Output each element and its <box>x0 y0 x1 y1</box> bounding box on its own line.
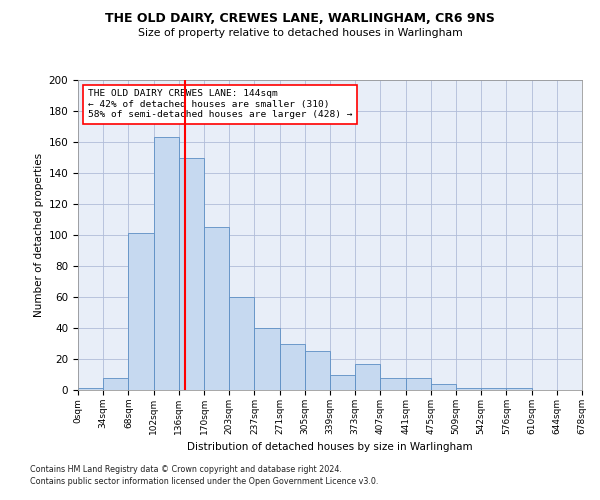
Bar <box>355 364 380 390</box>
Text: Size of property relative to detached houses in Warlingham: Size of property relative to detached ho… <box>137 28 463 38</box>
Bar <box>330 374 355 390</box>
Text: Contains HM Land Registry data © Crown copyright and database right 2024.: Contains HM Land Registry data © Crown c… <box>30 466 342 474</box>
Bar <box>280 344 305 390</box>
Bar <box>456 388 481 390</box>
Bar <box>481 388 506 390</box>
Text: Contains public sector information licensed under the Open Government Licence v3: Contains public sector information licen… <box>30 476 379 486</box>
Bar <box>506 388 532 390</box>
Y-axis label: Number of detached properties: Number of detached properties <box>34 153 44 317</box>
Bar <box>204 227 229 390</box>
Bar <box>103 378 128 390</box>
Bar <box>305 351 330 390</box>
Bar <box>431 384 456 390</box>
Bar <box>154 138 179 390</box>
Bar <box>179 158 204 390</box>
Bar <box>78 388 103 390</box>
Bar <box>380 378 406 390</box>
Bar <box>229 297 254 390</box>
Text: THE OLD DAIRY CREWES LANE: 144sqm
← 42% of detached houses are smaller (310)
58%: THE OLD DAIRY CREWES LANE: 144sqm ← 42% … <box>88 90 353 119</box>
Bar <box>254 328 280 390</box>
Text: Distribution of detached houses by size in Warlingham: Distribution of detached houses by size … <box>187 442 473 452</box>
Bar <box>406 378 431 390</box>
Text: THE OLD DAIRY, CREWES LANE, WARLINGHAM, CR6 9NS: THE OLD DAIRY, CREWES LANE, WARLINGHAM, … <box>105 12 495 26</box>
Bar <box>128 234 154 390</box>
